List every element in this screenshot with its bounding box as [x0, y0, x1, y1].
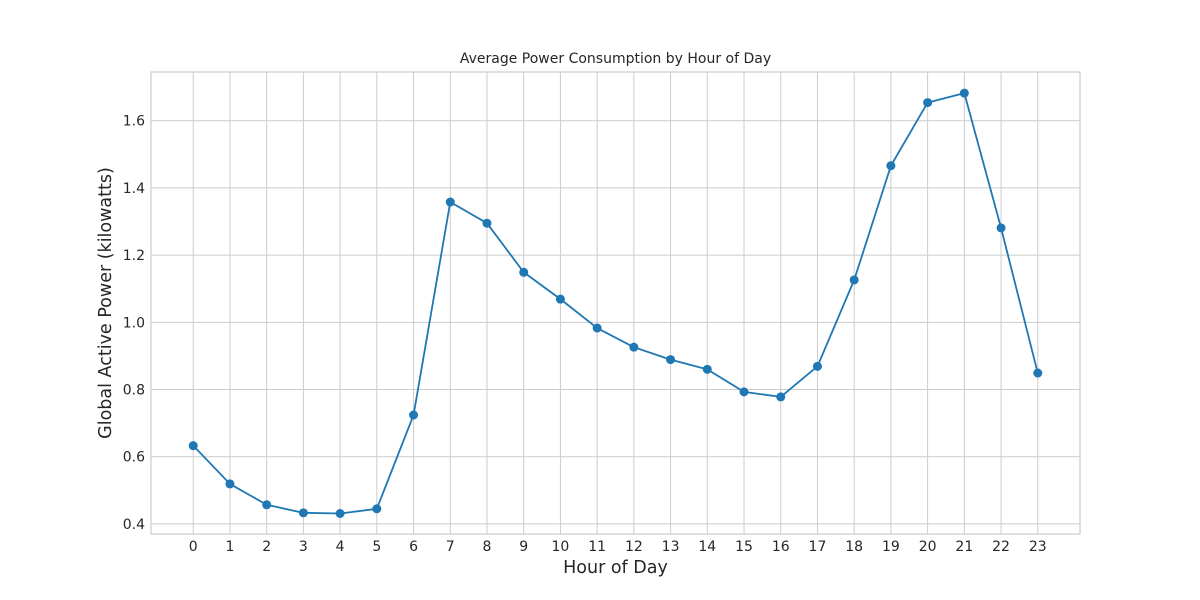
data-point [409, 410, 419, 420]
data-point [812, 361, 822, 371]
y-tick-label: 0.6 [123, 450, 145, 466]
plot-frame [150, 71, 1081, 535]
x-tick-label: 10 [552, 539, 570, 555]
y-tick-label: 1.2 [123, 248, 145, 264]
x-tick-label: 1 [225, 539, 234, 555]
y-tick-label: 0.4 [123, 517, 145, 533]
data-point [372, 504, 382, 514]
data-point [592, 323, 602, 333]
data-point [959, 88, 969, 98]
series-layer [188, 88, 1043, 519]
x-tick-label: 4 [336, 539, 345, 555]
y-tick-label: 0.8 [123, 383, 145, 399]
y-axis-label: Global Active Power (kilowatts) [96, 167, 116, 439]
data-point [519, 267, 529, 277]
data-point [776, 392, 786, 402]
x-tick-label: 23 [1029, 539, 1047, 555]
data-point [923, 98, 933, 108]
x-tick-label: 16 [772, 539, 790, 555]
data-point [335, 509, 345, 519]
x-tick-label: 11 [588, 539, 606, 555]
x-tick-label: 20 [919, 539, 937, 555]
y-tick-label: 1.6 [123, 114, 145, 130]
x-tick-label: 12 [625, 539, 643, 555]
data-point [225, 479, 235, 489]
chart-title: Average Power Consumption by Hour of Day [460, 51, 771, 67]
x-tick-label: 22 [992, 539, 1010, 555]
x-tick-label: 2 [262, 539, 271, 555]
data-point [1033, 368, 1043, 378]
data-point [739, 387, 749, 397]
x-tick-label: 14 [698, 539, 716, 555]
x-tick-label: 6 [409, 539, 418, 555]
y-tick-label: 1.4 [123, 181, 145, 197]
x-tick-label: 8 [483, 539, 492, 555]
data-point [482, 218, 492, 228]
data-point [262, 500, 272, 510]
x-tick-label: 18 [845, 539, 863, 555]
data-point [886, 161, 896, 171]
x-tick-label: 0 [189, 539, 198, 555]
y-tick-label: 1.0 [123, 315, 145, 331]
x-tick-labels: 0 1 2 3 4 5 6 7 8 9 10 11 12 13 14 15 16 17 18 19 20 21 22 23 [189, 539, 1047, 555]
x-tick-label: 15 [735, 539, 753, 555]
data-point [445, 197, 455, 207]
x-tick-label: 19 [882, 539, 900, 555]
data-point [188, 441, 198, 451]
data-point [849, 275, 859, 285]
data-point [629, 342, 639, 352]
x-tick-label: 13 [662, 539, 680, 555]
data-point [666, 355, 676, 365]
data-point [702, 364, 712, 374]
x-tick-label: 9 [519, 539, 528, 555]
x-tick-label: 17 [809, 539, 827, 555]
x-axis-label: Hour of Day [563, 558, 668, 578]
series-line [192, 92, 1039, 515]
y-tick-labels: 0.4 0.6 0.8 1.0 1.2 1.4 1.6 [123, 114, 145, 533]
x-tick-label: 21 [955, 539, 973, 555]
x-tick-label: 3 [299, 539, 308, 555]
x-tick-label: 5 [372, 539, 381, 555]
grid-layer [151, 72, 1080, 534]
x-tick-label: 7 [446, 539, 455, 555]
data-point [298, 508, 308, 518]
data-point [996, 223, 1006, 233]
data-point [555, 294, 565, 304]
